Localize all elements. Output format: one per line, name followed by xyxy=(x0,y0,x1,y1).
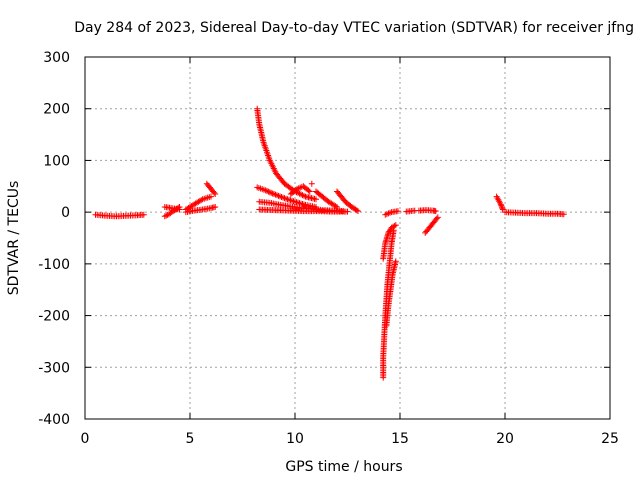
data-point xyxy=(176,206,183,213)
y-tick-label: -200 xyxy=(38,309,70,325)
data-point xyxy=(211,189,218,196)
data-point xyxy=(394,208,401,215)
x-axis-label: GPS time / hours xyxy=(285,459,402,475)
y-tick-label: -400 xyxy=(38,412,70,428)
data-point xyxy=(498,202,505,209)
y-axis-label: SDTVAR / TECUs xyxy=(6,181,22,296)
grid-lines xyxy=(85,57,610,419)
data-point xyxy=(212,203,219,210)
data-point xyxy=(265,188,272,195)
data-point xyxy=(290,198,297,205)
data-point xyxy=(308,180,315,187)
data-point xyxy=(268,189,275,196)
data-point xyxy=(163,212,170,219)
data-point xyxy=(434,214,441,221)
x-tick-label: 10 xyxy=(286,431,304,447)
data-point xyxy=(161,213,168,220)
data-point xyxy=(332,203,339,210)
data-point xyxy=(212,191,219,198)
y-tick-label: -100 xyxy=(38,257,70,273)
y-tick-label: -300 xyxy=(38,360,70,376)
data-point xyxy=(287,197,294,204)
data-point xyxy=(208,193,214,200)
data-point xyxy=(269,190,276,197)
data-point xyxy=(392,258,399,265)
data-point xyxy=(391,222,398,229)
y-tick-label: 200 xyxy=(43,102,70,118)
tick-labels: 0 5 10 15 20 25 -400 -300 -200 -100 0 100 200 300 xyxy=(38,50,619,447)
x-tick-label: 15 xyxy=(391,431,409,447)
data-point xyxy=(499,205,506,212)
data-point xyxy=(560,211,567,218)
plot-frame xyxy=(84,56,611,420)
data-point xyxy=(433,215,440,222)
y-tick-label: 300 xyxy=(43,50,70,66)
data-point xyxy=(344,208,351,215)
data-point xyxy=(392,222,399,229)
x-tick-label: 25 xyxy=(601,431,619,447)
data-point xyxy=(140,211,147,218)
axis-ticks xyxy=(84,56,611,420)
data-point xyxy=(264,188,270,195)
chart-title: Day 284 of 2023, Sidereal Day-to-day VTE… xyxy=(74,20,634,36)
data-point xyxy=(198,197,205,204)
x-tick-label: 20 xyxy=(496,431,514,447)
data-points xyxy=(92,105,567,381)
data-point xyxy=(355,208,361,215)
y-tick-label: 0 xyxy=(61,205,70,221)
data-point xyxy=(262,187,269,194)
data-point xyxy=(334,203,340,210)
data-point xyxy=(498,203,505,210)
x-tick-label: 5 xyxy=(186,431,195,447)
data-point xyxy=(289,197,295,204)
data-point xyxy=(286,196,292,203)
y-tick-label: 100 xyxy=(43,153,70,169)
data-point xyxy=(353,207,360,214)
data-point xyxy=(497,201,504,208)
data-point xyxy=(305,187,312,194)
data-point xyxy=(266,189,273,196)
data-point xyxy=(313,196,319,203)
data-point xyxy=(306,188,313,195)
data-point xyxy=(385,210,392,217)
data-point xyxy=(432,208,439,215)
x-tick-label: 0 xyxy=(81,431,90,447)
